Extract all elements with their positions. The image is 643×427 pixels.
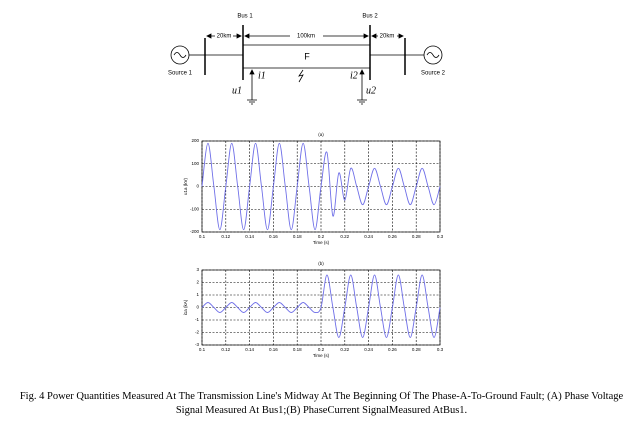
y-axis-label: u1a (kV) [183,177,188,195]
current-label: i2 [350,70,358,81]
y-axis-label: i1a (kA) [183,299,188,315]
y-tick-label: -1 [195,317,199,322]
x-tick-label: 0.18 [293,234,302,239]
x-axis-label: Time (s) [313,353,330,358]
y-tick-label: 2 [196,280,199,285]
x-tick-label: 0.28 [412,234,421,239]
chart-title: (a) [318,132,324,137]
bus-label: Bus 2 [362,14,378,20]
arrowhead [359,69,365,75]
y-tick-label: 200 [191,138,199,143]
x-tick-label: 0.2 [318,234,325,239]
voltage-label: u1 [232,85,242,96]
arrowhead [249,69,255,75]
x-tick-label: 0.12 [221,234,230,239]
x-tick-label: 0.12 [221,347,230,352]
x-tick-label: 0.28 [412,347,421,352]
y-tick-label: -2 [195,330,199,335]
signal-line [201,274,441,338]
source-symbol [423,45,443,65]
figure: Bus 1 Bus 2 20km 100km 20km F Source 1 S… [168,14,446,359]
source-wave [426,52,440,58]
x-tick-label: 0.24 [364,347,373,352]
fault-label: F [304,51,310,61]
chart-title: (b) [318,261,324,266]
x-tick-label: 0.22 [340,234,349,239]
distance-label: 20km [380,34,395,40]
source-label: Source 2 [421,71,446,77]
x-tick-label: 0.26 [388,234,397,239]
y-tick-label: 0 [196,184,199,189]
x-tick-label: 0.24 [364,234,373,239]
distance-label: 20km [217,34,232,40]
x-tick-label: 0.2 [318,347,325,352]
signal-line [201,142,441,231]
y-tick-label: -200 [190,229,200,234]
y-tick-label: 3 [196,267,199,272]
y-tick-label: 1 [196,292,199,297]
x-tick-label: 0.1 [199,347,206,352]
x-tick-label: 0.22 [340,347,349,352]
source-wave [173,52,187,58]
figure-caption: Fig. 4 Power Quantities Measured At The … [19,391,624,416]
x-tick-label: 0.18 [293,347,302,352]
current-label: i1 [258,70,266,81]
bus-label: Bus 1 [237,14,253,20]
x-tick-label: 0.3 [437,347,444,352]
source-label: Source 1 [168,71,193,77]
y-tick-label: -100 [190,206,200,211]
ground-symbol [357,99,367,105]
x-tick-label: 0.3 [437,234,444,239]
x-tick-label: 0.16 [269,347,278,352]
fault-symbol [298,69,304,83]
y-tick-label: -3 [195,342,199,347]
x-tick-label: 0.1 [199,234,206,239]
y-tick-label: 0 [196,305,199,310]
voltage-label: u2 [366,85,376,96]
x-tick-label: 0.16 [269,234,278,239]
x-tick-label: 0.26 [388,347,397,352]
ground-symbol [247,99,257,105]
arrowhead [206,33,404,39]
y-tick-label: 100 [191,161,199,166]
x-axis-label: Time (s) [313,240,330,245]
x-tick-label: 0.14 [245,234,254,239]
circuit-diagram [170,25,443,105]
x-tick-label: 0.14 [245,347,254,352]
distance-label: 100km [297,34,315,40]
